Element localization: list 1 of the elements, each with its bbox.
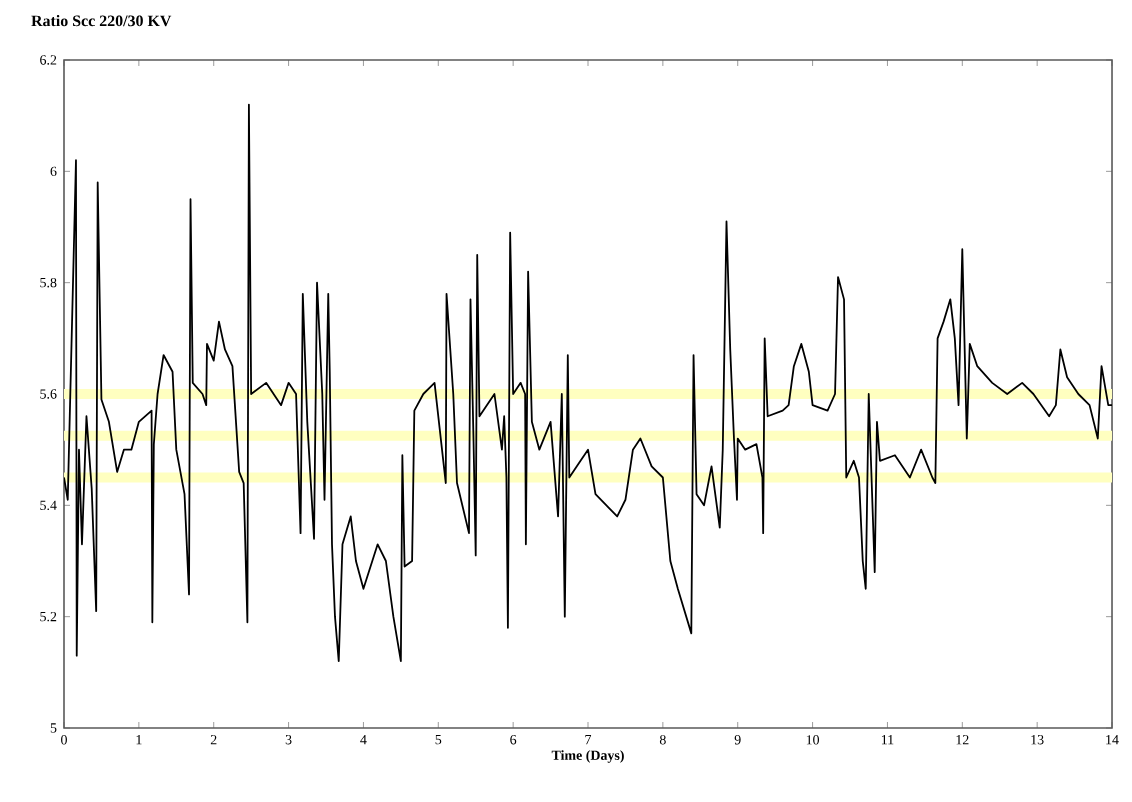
- line-series: [64, 103, 1113, 663]
